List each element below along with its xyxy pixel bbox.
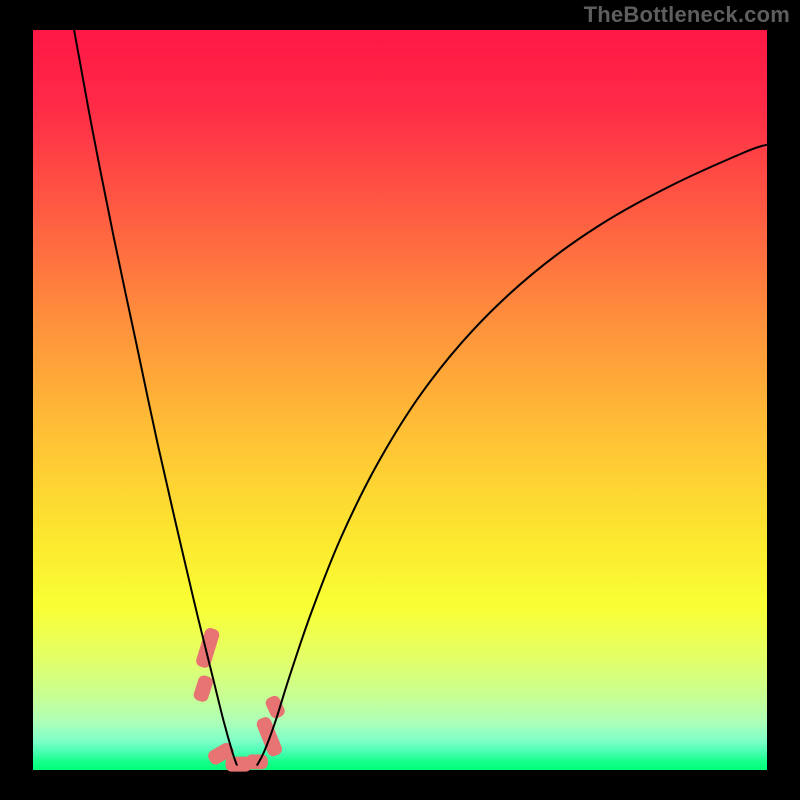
chart-container: { "watermark": { "text": "TheBottleneck.… — [0, 0, 800, 800]
gradient-background — [33, 30, 767, 770]
marker-blob — [246, 754, 268, 769]
bottleneck-chart — [0, 0, 800, 800]
watermark: TheBottleneck.com — [584, 2, 790, 28]
